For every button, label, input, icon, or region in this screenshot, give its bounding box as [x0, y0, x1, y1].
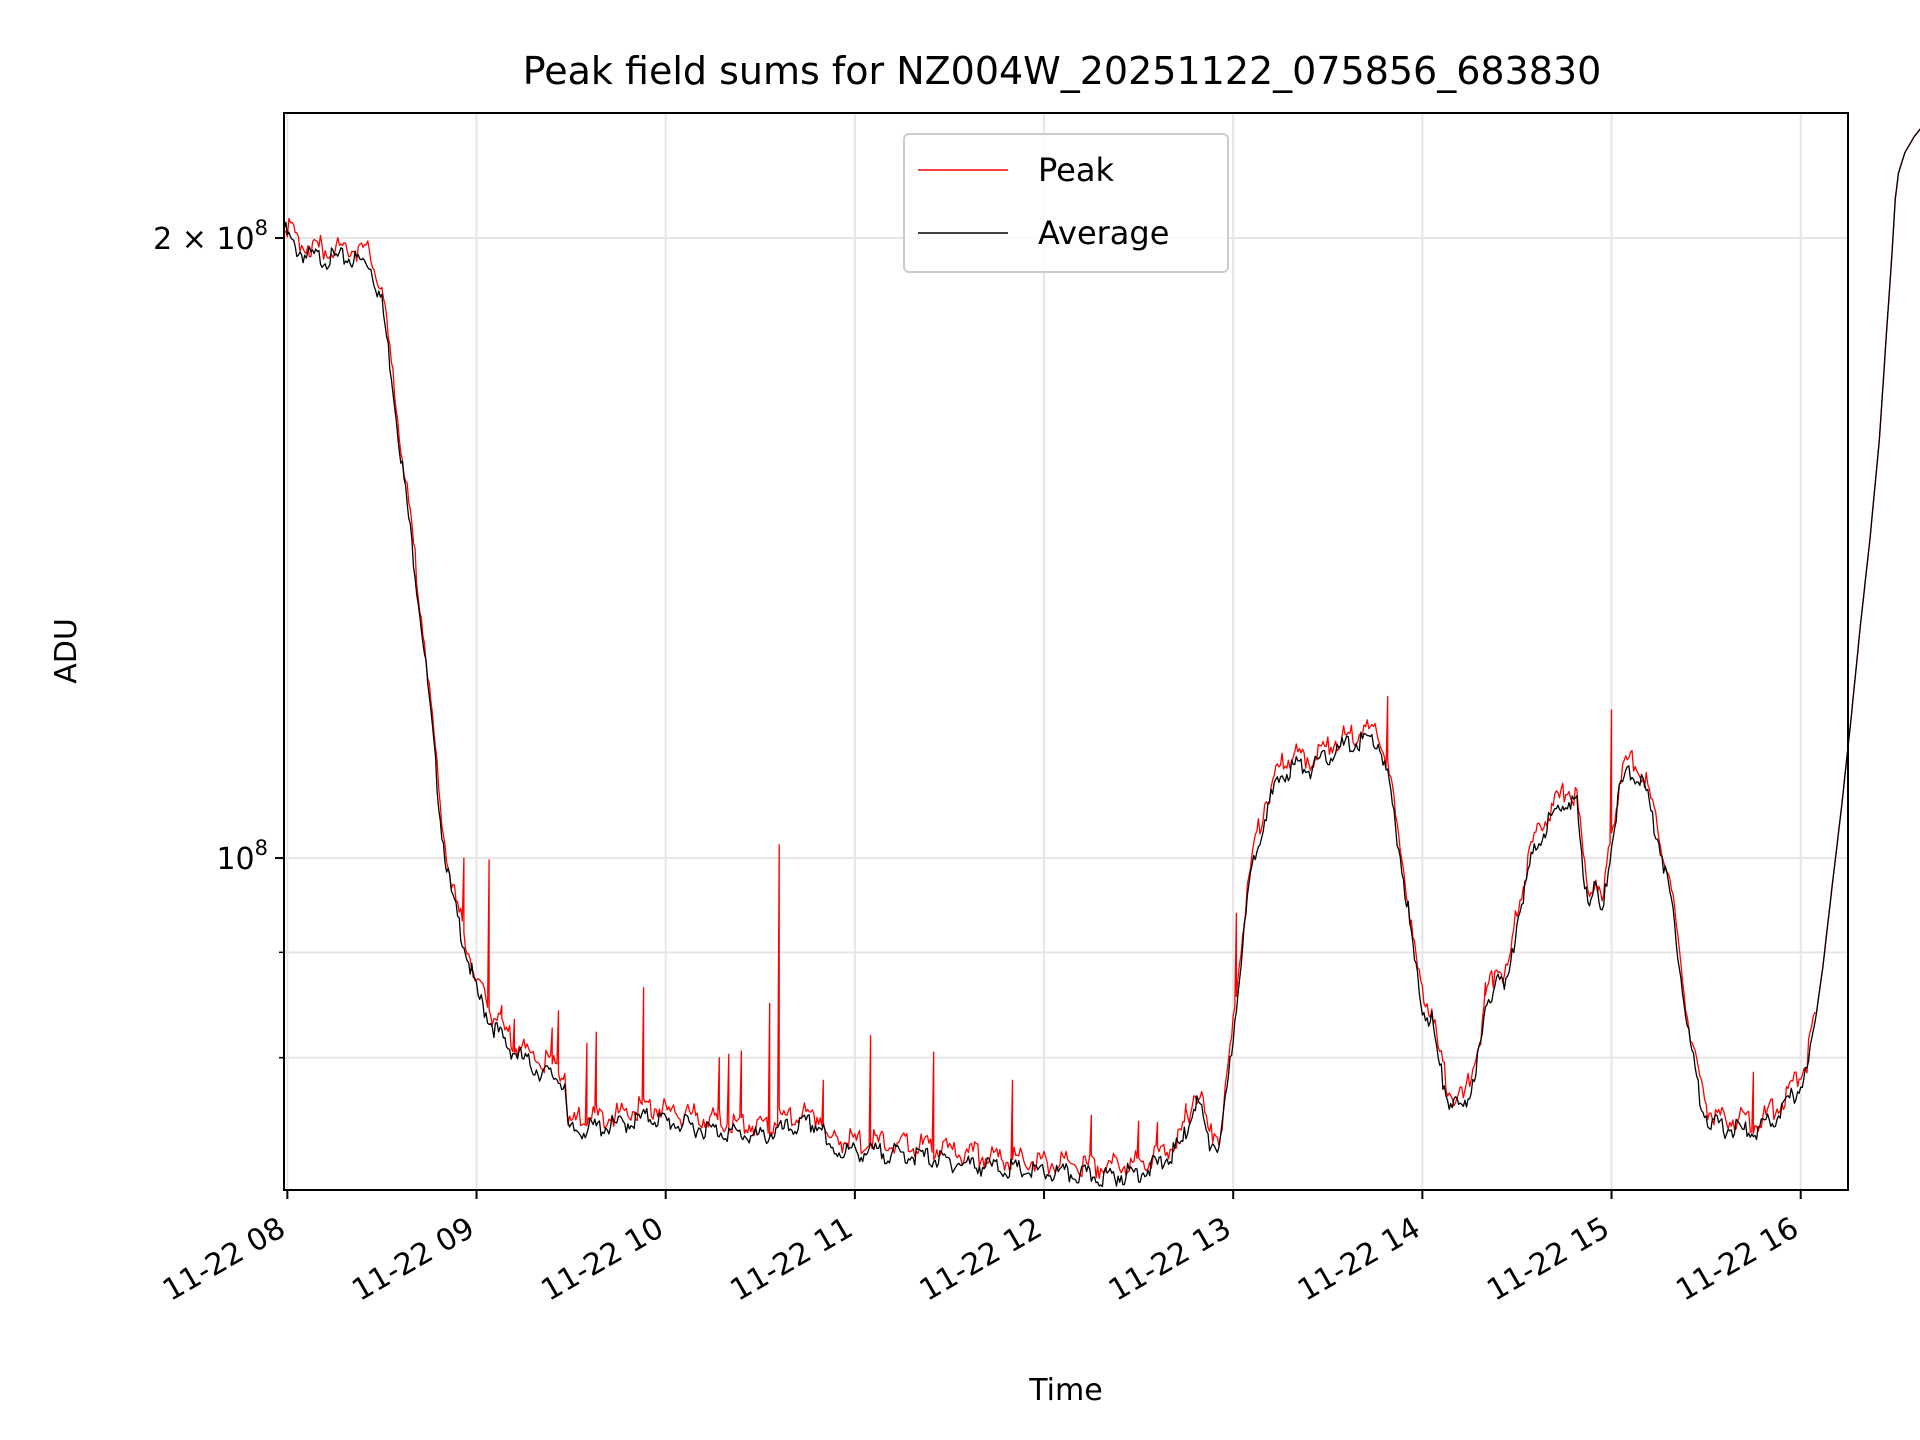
y-axis-label: ADU: [49, 618, 84, 684]
y-tick-label: 108: [216, 836, 268, 877]
legend-label-peak: Peak: [1038, 151, 1114, 189]
legend: Peak Average: [903, 133, 1229, 273]
series-line-average: [283, 128, 1920, 1188]
y-tick-label: 2 × 108: [153, 216, 268, 257]
y-tick-label-base: 10: [216, 222, 254, 257]
legend-label-average: Average: [1038, 214, 1169, 252]
legend-box: [903, 133, 1229, 273]
y-tick-label-base: 10: [216, 842, 254, 877]
series-lines: [283, 128, 1920, 1188]
y-tick-label-mantissa: 2 ×: [153, 222, 216, 257]
series-line-peak: [283, 128, 1920, 1180]
chart-title: Peak field sums for NZ004W_20251122_0758…: [523, 49, 1602, 93]
plot-frame: [283, 112, 1849, 1191]
y-tick-label-exponent: 8: [255, 836, 268, 860]
y-tick-label-exponent: 8: [255, 216, 268, 240]
x-axis-label: Time: [1028, 1373, 1102, 1408]
